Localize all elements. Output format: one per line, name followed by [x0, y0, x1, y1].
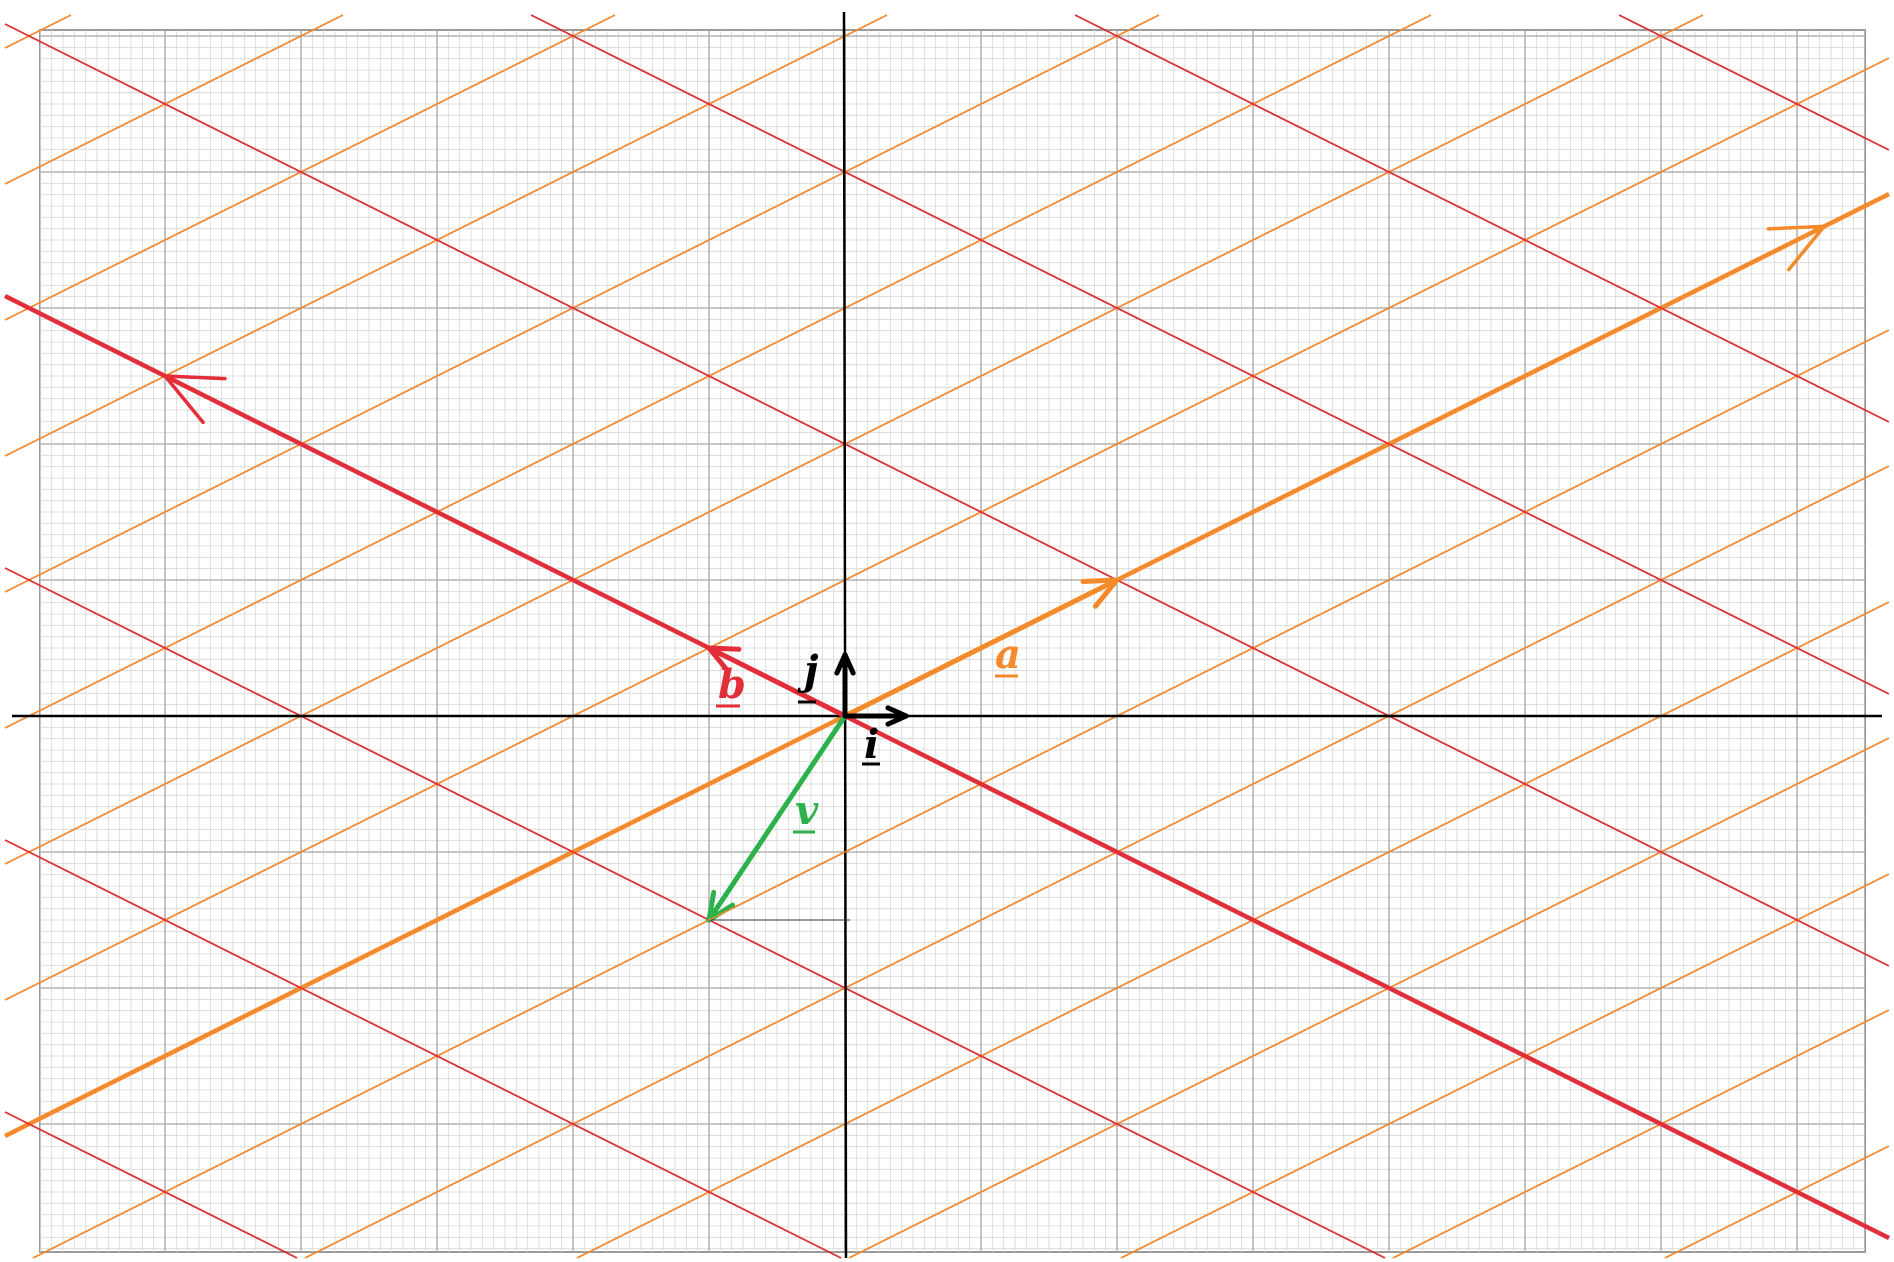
- a-direction-line: [4, 14, 344, 185]
- a-direction-far-arrow: [1713, 224, 1826, 283]
- b-direction-far-arrow: [163, 374, 249, 425]
- b-direction-line: [1618, 14, 1890, 151]
- a-direction-lines: [3, 14, 1891, 1259]
- unit-vector-i-arrow: [842, 705, 909, 727]
- label-v: v: [795, 787, 819, 834]
- b-direction-far-arrow-shaft: [163, 374, 249, 419]
- label-b: b: [718, 661, 746, 708]
- b-direction-line-through-origin: [3, 293, 1891, 1241]
- vector-a-arrow: [842, 577, 1120, 719]
- graph-paper-background: [39, 29, 1866, 1253]
- a-direction-line: [4, 57, 1890, 1001]
- b-direction-line: [530, 14, 1890, 695]
- b-direction-far-arrow-head: [163, 374, 227, 425]
- y-axis: [842, 11, 848, 1259]
- a-direction-line: [304, 465, 1890, 1259]
- b-direction-line: [4, 567, 1386, 1259]
- b-direction-line: [1074, 14, 1890, 423]
- label-i: i: [864, 721, 879, 768]
- graph-paper-fine-grid: [40, 30, 1865, 1252]
- a-direction-line: [4, 14, 888, 457]
- vector-a-arrow-head: [1080, 577, 1120, 609]
- a-direction-line: [576, 601, 1890, 1259]
- a-direction-far-arrow-shaft: [1713, 224, 1826, 283]
- a-direction-line: [1664, 1145, 1890, 1259]
- v-construction-parallel: [708, 784, 979, 921]
- label-a: a: [995, 631, 1021, 678]
- a-direction-line: [4, 14, 1432, 729]
- vector-b-arrow: [706, 645, 848, 719]
- unit-vector-j-arrow-head: [834, 652, 856, 676]
- unit-vector-i-arrow-head: [885, 705, 909, 727]
- a-direction-line: [4, 14, 1704, 865]
- vector-v-arrow-shaft: [706, 713, 848, 923]
- vector-a-arrow-shaft: [842, 577, 1120, 719]
- unit-vector-j-arrow: [834, 652, 856, 719]
- graph-paper-major-grid: [40, 30, 1865, 1252]
- a-direction-line: [1392, 1009, 1890, 1259]
- a-direction-line: [848, 737, 1890, 1259]
- a-direction-far-arrow-head: [1766, 224, 1826, 272]
- b-direction-line: [4, 1111, 298, 1259]
- a-direction-line: [1120, 873, 1890, 1259]
- b-direction-line: [4, 23, 1890, 967]
- b-direction-lines: [3, 14, 1891, 1259]
- a-direction-line: [4, 14, 616, 321]
- a-direction-line: [4, 14, 1160, 593]
- coordinate-axes: [12, 11, 1882, 1259]
- vector-b-arrow-head: [706, 645, 742, 674]
- b-direction-line: [4, 839, 842, 1259]
- vector-b-arrow-shaft: [706, 645, 848, 719]
- a-direction-line: [4, 14, 72, 49]
